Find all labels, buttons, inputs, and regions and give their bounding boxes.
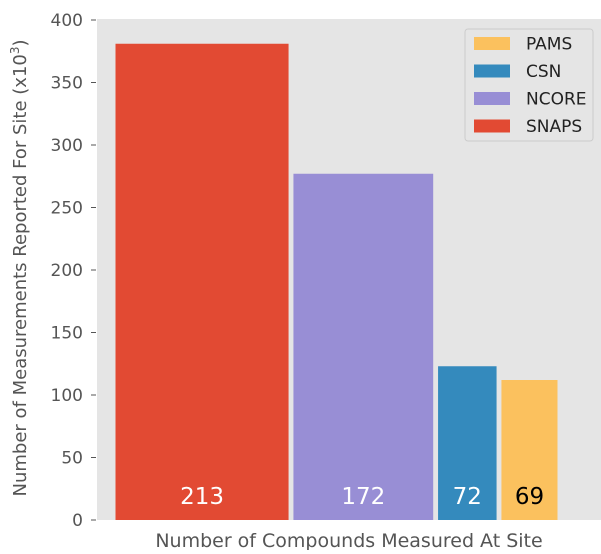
y-axis-label-suffix: ) <box>10 39 31 46</box>
legend-label-snaps: SNAPS <box>526 117 582 137</box>
legend-swatch-pams <box>474 37 510 50</box>
legend-swatch-snaps <box>474 119 510 133</box>
y-tick-label: 50 <box>61 449 83 469</box>
y-tick-label: 350 <box>51 74 83 94</box>
bar-pams <box>501 380 558 520</box>
bar-label-ncore: 172 <box>341 484 385 510</box>
legend-swatch-ncore <box>474 92 510 105</box>
y-tick-label: 150 <box>51 324 83 344</box>
legend-label-csn: CSN <box>526 62 561 82</box>
y-tick-label: 200 <box>51 261 83 281</box>
legend-box <box>464 28 594 142</box>
y-tick-label: 0 <box>72 511 83 531</box>
y-axis-label-prefix: Number of Measurements Reported For Site… <box>10 54 31 496</box>
y-tick-label: 300 <box>51 136 83 156</box>
y-tick-label: 400 <box>51 11 83 31</box>
x-axis-label: Number of Compounds Measured At Site <box>155 530 542 550</box>
bar-label-snaps: 213 <box>180 484 224 510</box>
legend-label-pams: PAMS <box>526 35 572 55</box>
bar-label-pams: 69 <box>515 484 544 510</box>
y-axis-label: Number of Measurements Reported For Site… <box>8 39 31 496</box>
bar-csn <box>438 366 497 520</box>
legend-label-ncore: NCORE <box>526 90 587 110</box>
y-tick-label: 250 <box>51 199 83 219</box>
legend: PAMS CSN NCORE SNAPS <box>464 28 594 142</box>
legend-swatch-csn <box>474 64 510 78</box>
bar-ncore <box>293 173 434 520</box>
y-axis-ticks: 0 50 100 150 200 250 300 350 400 <box>51 11 96 531</box>
bars <box>115 43 558 520</box>
bar-snaps <box>115 43 289 520</box>
bar-count-labels: 213 172 72 69 <box>180 484 544 510</box>
y-tick-label: 100 <box>51 386 83 406</box>
bar-label-csn: 72 <box>453 484 482 510</box>
y-axis-label-exponent: 3 <box>8 47 22 55</box>
